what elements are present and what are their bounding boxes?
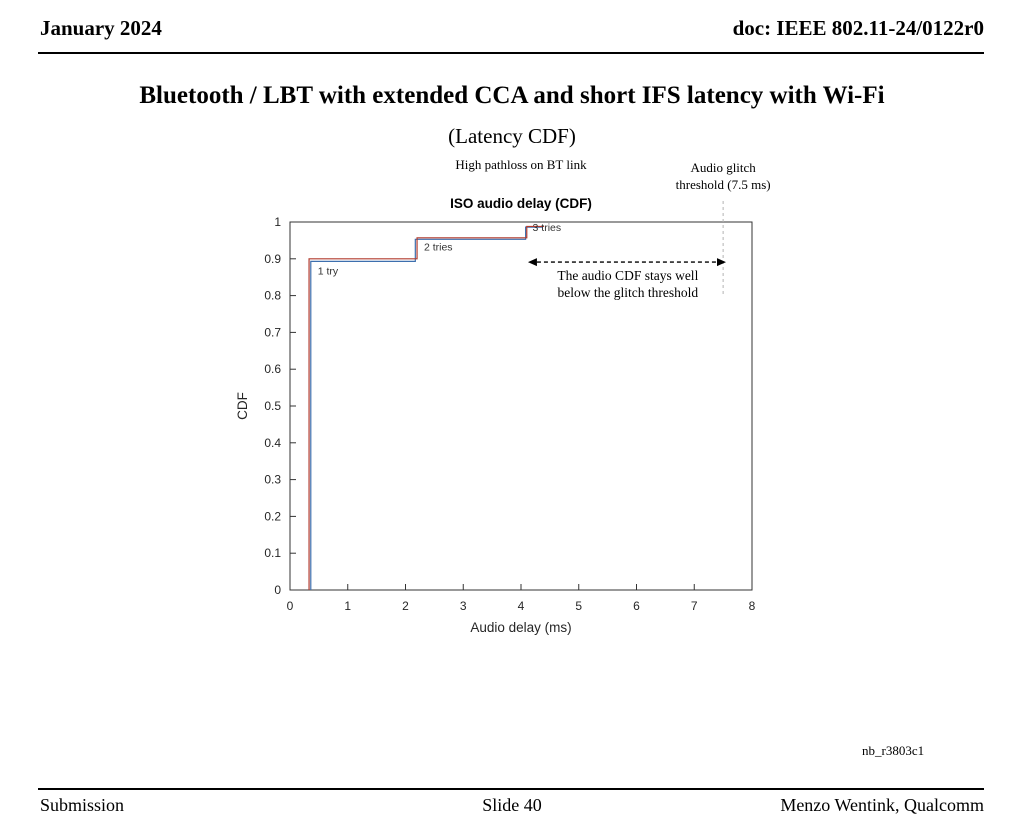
y-tick-label: 0.2: [264, 509, 281, 523]
y-tick-label: 0.9: [264, 252, 281, 266]
y-tick-label: 0.4: [264, 436, 281, 450]
y-axis-label: CDF: [235, 392, 250, 420]
chart-title: ISO audio delay (CDF): [450, 196, 592, 211]
footer-author: Menzo Wentink, Qualcomm: [780, 795, 984, 815]
y-tick-label: 0.7: [264, 325, 281, 339]
arrow-head-right: [717, 258, 727, 267]
y-tick-label: 1: [274, 215, 281, 229]
slide-title: Bluetooth / LBT with extended CCA and sh…: [139, 82, 885, 109]
arrow-annotation: The audio CDF stays well below the glitch…: [557, 268, 698, 300]
y-tick-label: 0.1: [264, 546, 281, 560]
series-cdf-red: [308, 225, 545, 590]
x-tick-label: 0: [287, 599, 294, 613]
x-tick-label: 6: [633, 599, 640, 613]
y-tick-label: 0.5: [264, 399, 281, 413]
x-axis-label: Audio delay (ms): [470, 620, 571, 635]
footer-submission: Submission: [40, 795, 125, 815]
y-tick-label: 0.3: [264, 473, 281, 487]
header-date: January 2024: [40, 16, 162, 40]
y-tick-label: 0.8: [264, 289, 281, 303]
curve-label: 3 tries: [533, 222, 562, 234]
figure-note: nb_r3803c1: [862, 743, 925, 758]
x-tick-label: 2: [402, 599, 409, 613]
y-tick-label: 0.6: [264, 362, 281, 376]
x-tick-label: 8: [749, 599, 756, 613]
header-rule: [38, 52, 984, 54]
curve-label: 1 try: [318, 265, 339, 277]
x-tick-label: 1: [344, 599, 351, 613]
cdf-chart-svg: 0 1 2 3 4 5 6 7 8 0 0.1 0.2 0.3 0.4 0.5 0.6 0.7 0.8 0.9 1 IS…: [235, 157, 771, 635]
series-cdf-blue: [310, 226, 543, 590]
x-tick-label: 7: [691, 599, 698, 613]
x-tick-label: 4: [518, 599, 525, 613]
footer-slide-number: Slide 40: [482, 795, 542, 815]
footer-rule: [38, 788, 984, 790]
curve-label: 2 tries: [424, 242, 453, 254]
arrow-head-left: [527, 258, 537, 267]
x-tick-label: 5: [575, 599, 582, 613]
threshold-label: Audio glitch threshold (7.5 ms): [676, 160, 771, 192]
slide-subtitle: (Latency CDF): [448, 124, 576, 148]
y-tick-label: 0: [274, 583, 281, 597]
latency-cdf-chart: 0 1 2 3 4 5 6 7 8 0 0.1 0.2 0.3 0.4 0.5 0.6 0.7 0.8 0.9 1 IS…: [230, 145, 800, 645]
header-doc-number: doc: IEEE 802.11-24/0122r0: [732, 16, 984, 40]
chart-subtitle: High pathloss on BT link: [455, 157, 587, 172]
x-tick-label: 3: [460, 599, 467, 613]
